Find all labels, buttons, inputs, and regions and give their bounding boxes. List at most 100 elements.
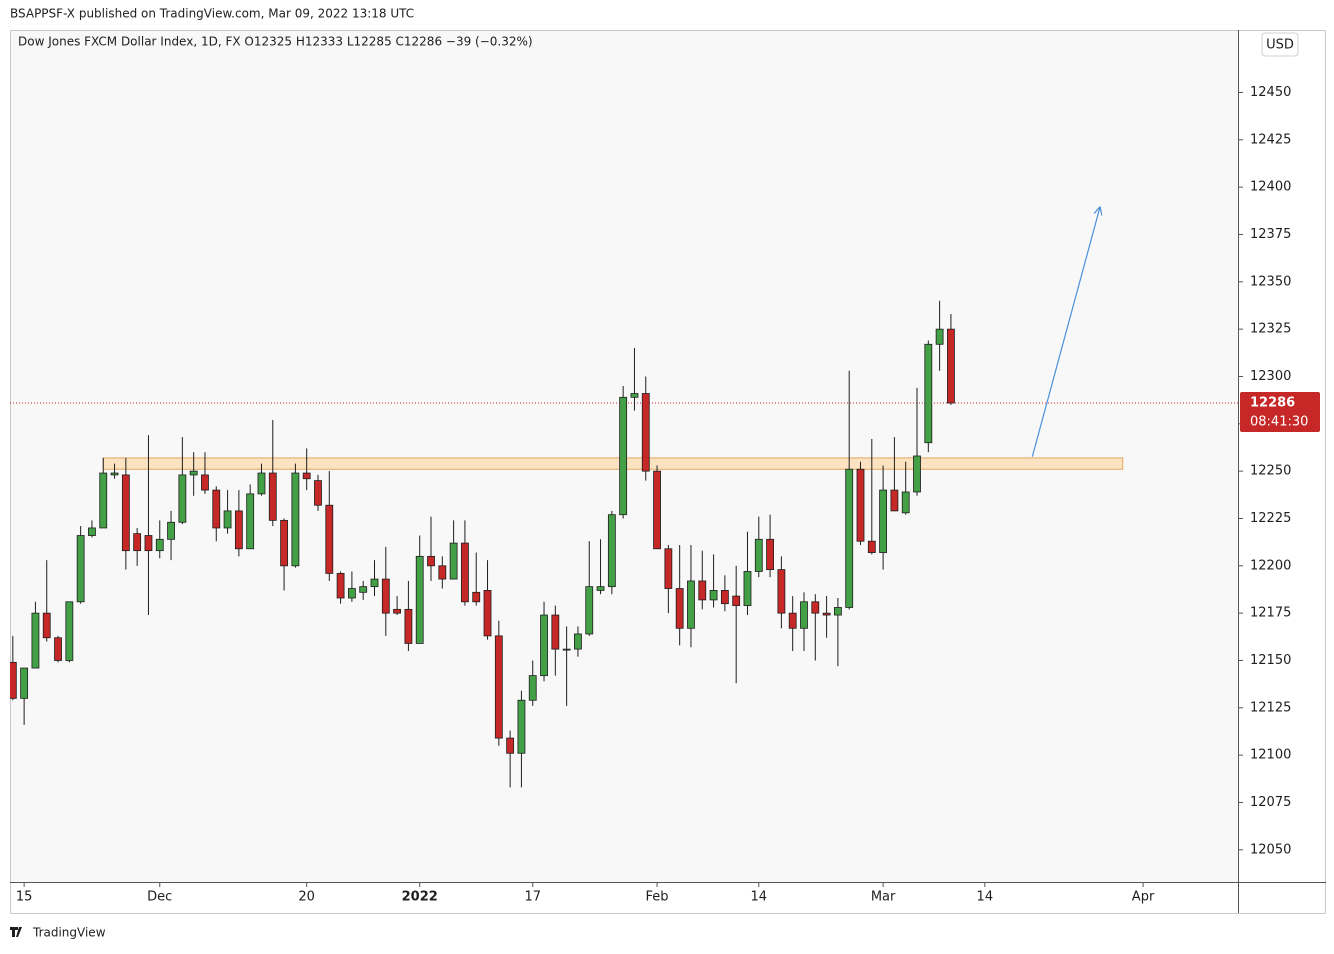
candle-body	[302, 472, 311, 480]
candle-body	[291, 472, 300, 567]
candle-body	[901, 491, 910, 514]
y-tick-label: 12325	[1250, 322, 1291, 337]
y-tick-label: 12350	[1250, 274, 1291, 289]
candle-body	[76, 535, 85, 603]
candle-body	[494, 635, 503, 739]
y-tick-label: 12400	[1250, 180, 1291, 195]
x-tick-label: 15	[16, 890, 33, 905]
x-tick-label: Apr	[1132, 890, 1155, 905]
candle-body	[427, 555, 435, 567]
candle-body	[540, 614, 548, 677]
candle-body	[20, 667, 29, 699]
candle-body	[687, 580, 695, 629]
candle-body	[766, 538, 774, 570]
y-tick-label: 12125	[1250, 700, 1291, 715]
currency: USD	[1266, 38, 1294, 53]
header: BSAPPSF-X published on TradingView.com, …	[10, 7, 414, 21]
candle-body	[732, 595, 741, 606]
candle-body	[370, 578, 379, 588]
plot	[10, 206, 1238, 788]
candle-body	[257, 472, 266, 495]
candle-body	[314, 480, 322, 506]
candle-body	[867, 540, 876, 553]
last-price-box	[1240, 391, 1320, 432]
candle-body	[99, 472, 108, 529]
last-price-label: 12286	[1250, 395, 1295, 410]
candle-body	[506, 737, 515, 754]
candle-body	[935, 328, 944, 345]
candle-body	[947, 328, 955, 404]
y-tick-label: 12200	[1250, 558, 1291, 573]
footer: TradingView	[32, 926, 106, 940]
candle-body	[189, 470, 198, 476]
candle-body	[65, 601, 74, 661]
candle-body	[42, 612, 51, 639]
y-tick-label: 12425	[1250, 132, 1291, 147]
candle-body	[777, 569, 786, 614]
candle-body	[393, 608, 402, 614]
candle-body	[551, 614, 560, 650]
candle-body	[528, 675, 537, 701]
candle-body	[88, 527, 96, 536]
candle-body	[133, 533, 142, 552]
x-tick-label: Mar	[871, 890, 896, 905]
candle-body	[268, 472, 277, 521]
trend-arrow-head	[1093, 206, 1101, 214]
x-tick-label: 14	[977, 890, 994, 905]
y-tick-label: 12225	[1250, 511, 1291, 526]
candle-body	[336, 572, 345, 599]
candle-body	[280, 519, 288, 567]
candle-body	[144, 535, 153, 552]
candle-body	[811, 601, 820, 614]
candle-body	[585, 586, 594, 635]
candle-body	[10, 661, 17, 699]
support-zone	[102, 457, 1124, 470]
candle-body	[155, 538, 164, 552]
y-tick-label: 12375	[1250, 227, 1291, 242]
candle-body	[607, 514, 616, 588]
candle-body	[720, 590, 729, 605]
candle-body	[404, 608, 413, 644]
candle-body	[822, 612, 831, 616]
candle-body	[246, 493, 255, 550]
candle-body	[754, 538, 763, 572]
candle-body	[890, 489, 899, 512]
candle-body	[483, 590, 492, 637]
candle-body	[381, 578, 390, 614]
candle-body	[178, 474, 187, 523]
chart-title: Dow Jones FXCM Dollar Index, 1D, FX O123…	[18, 35, 533, 49]
candle-body	[800, 601, 808, 629]
candle-body	[167, 521, 175, 540]
candle-body	[438, 565, 447, 580]
candle-body	[788, 612, 797, 629]
candle-body	[664, 548, 673, 589]
y-tick-label: 12175	[1250, 606, 1291, 621]
candle-body	[517, 699, 526, 754]
x-tick-label: 2022	[402, 890, 438, 905]
candle-body	[675, 588, 684, 629]
chart-frame	[10, 30, 1326, 914]
candle-body	[596, 586, 605, 591]
candle-body	[856, 468, 865, 542]
trend-arrow-head	[1099, 206, 1103, 216]
candle-body	[913, 455, 921, 493]
y-tick-label: 12300	[1250, 369, 1291, 384]
candle-body	[110, 472, 119, 476]
countdown: 08:41:30	[1250, 414, 1308, 429]
currency-box	[1261, 32, 1299, 57]
candle-body	[212, 489, 221, 529]
x-tick-label: 20	[298, 890, 315, 905]
y-tick-label: 12450	[1250, 85, 1291, 100]
candle-body	[833, 607, 842, 616]
y-tick-label: 12050	[1250, 842, 1291, 857]
y-tick-label: 12075	[1250, 795, 1291, 810]
candle-body	[347, 588, 356, 599]
candle-body	[924, 343, 933, 444]
y-tick-label: 12150	[1250, 653, 1291, 668]
candle-body	[709, 590, 718, 601]
trend-arrow	[1031, 206, 1101, 457]
candle-body	[234, 510, 243, 550]
candle-body	[472, 591, 481, 603]
candle-body	[415, 555, 424, 644]
